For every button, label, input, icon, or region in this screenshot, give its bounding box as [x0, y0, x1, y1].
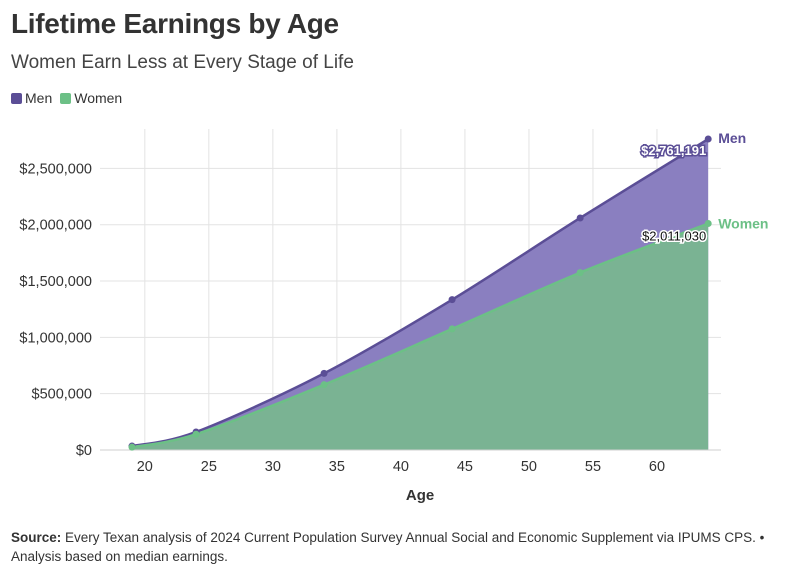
women-point — [576, 269, 584, 277]
legend-label-women: Women — [74, 90, 123, 106]
women-end-value-label: $2,011,030 — [642, 228, 706, 243]
legend-item-women[interactable]: Women — [60, 90, 122, 106]
chart-title: Lifetime Earnings by Age — [11, 8, 339, 39]
x-tick-label: 45 — [457, 459, 473, 475]
y-tick-label: $1,500,000 — [19, 274, 92, 290]
men-point — [448, 296, 456, 304]
y-tick-label: $500,000 — [32, 387, 92, 403]
men-point — [576, 214, 584, 222]
x-tick-label: 30 — [265, 459, 281, 475]
chart-subtitle: Women Earn Less at Every Stage of Life — [11, 52, 354, 73]
women-point — [448, 325, 456, 333]
legend-label-men: Men — [25, 90, 53, 106]
legend-item-men[interactable]: Men — [11, 90, 52, 106]
men-point — [704, 135, 712, 143]
x-tick-label: 35 — [329, 459, 345, 475]
women-point — [192, 430, 200, 438]
x-axis-title: Age — [406, 487, 434, 504]
men-point — [320, 369, 328, 377]
women-point — [320, 381, 328, 389]
source-label: Source: — [11, 530, 62, 545]
x-tick-label: 20 — [137, 459, 153, 475]
x-tick-label: 55 — [585, 459, 601, 475]
legend-swatch-men — [11, 92, 22, 104]
y-tick-label: $2,500,000 — [19, 161, 92, 177]
men-end-value-label: $2,761,191 — [641, 143, 706, 158]
x-tick-label: 25 — [201, 459, 217, 475]
source-note: Source: Every Texan analysis of 2024 Cur… — [11, 528, 781, 566]
men-series-label: Men — [718, 130, 746, 146]
y-tick-label: $1,000,000 — [19, 330, 92, 346]
women-point — [704, 219, 712, 227]
source-text: Every Texan analysis of 2024 Current Pop… — [11, 530, 765, 564]
legend: Men Women — [11, 90, 130, 106]
legend-swatch-women — [60, 92, 72, 104]
women-point — [128, 443, 136, 451]
chart-area: $0 $500,000 $1,000,000 $1,500,000 $2,000,000… — [19, 129, 769, 504]
x-tick-label: 40 — [393, 459, 409, 475]
x-tick-label: 50 — [521, 459, 537, 475]
women-series-label: Women — [718, 215, 768, 231]
y-tick-label: $2,000,000 — [19, 218, 92, 234]
x-tick-label: 60 — [649, 459, 665, 475]
y-tick-label: $0 — [76, 443, 92, 459]
